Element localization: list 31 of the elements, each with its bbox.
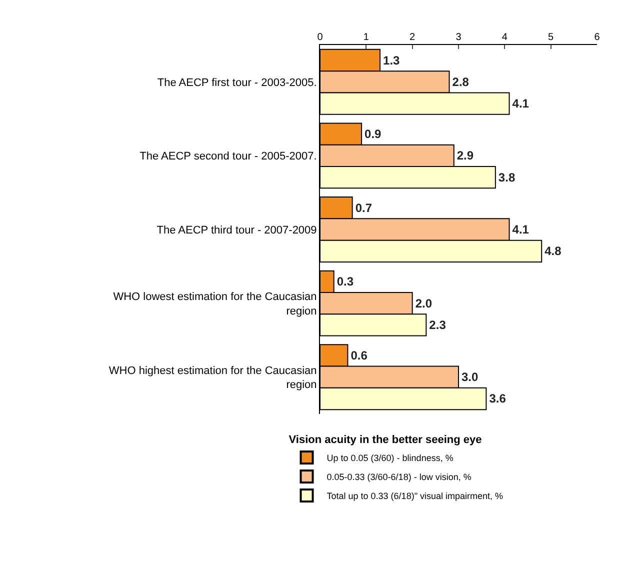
data-label: 3.6 xyxy=(489,392,506,406)
data-label: 3.0 xyxy=(462,370,479,384)
x-tick-label: 6 xyxy=(594,32,600,43)
legend-title: Vision acuity in the better seeing eye xyxy=(288,434,482,446)
x-tick-label: 2 xyxy=(410,32,416,43)
y-tick-label: WHO lowest estimation for the Caucasian region xyxy=(113,291,317,318)
data-label: 2.3 xyxy=(429,318,446,332)
data-label: 4.1 xyxy=(512,222,530,236)
data-label: 0.3 xyxy=(336,274,354,289)
y-tick-label: WHO highest estimation for the Caucasian region xyxy=(108,364,317,392)
y-tick-label: The AECP third tour - 2007-2009 xyxy=(156,224,317,236)
data-label: 4.8 xyxy=(544,244,562,258)
data-label: 2.0 xyxy=(415,296,432,310)
legend-label: Up to 0.05 (3/60) - blindness, % xyxy=(326,453,454,464)
data-label: 0.9 xyxy=(364,127,382,142)
data-label: 4.1 xyxy=(512,96,530,111)
legend-label: 0.05-0.33 (3/60-6/18) - low vision, % xyxy=(326,472,472,482)
legend-label: Total up to 0.33 (6/18)" visual impairment, % xyxy=(326,491,504,502)
x-tick-label: 4 xyxy=(502,32,508,43)
data-label: 0.7 xyxy=(355,200,372,215)
x-tick-label: 5 xyxy=(548,32,554,43)
data-label: 2.9 xyxy=(456,148,474,163)
y-tick-label: The AECP first tour - 2003-2005. xyxy=(157,76,317,89)
x-tick-label: 1 xyxy=(363,32,370,43)
x-tick-label: 3 xyxy=(456,32,462,43)
data-label: 1.3 xyxy=(383,53,400,68)
data-label: 2.8 xyxy=(452,74,470,89)
data-label: 3.8 xyxy=(498,170,516,184)
data-label: 0.6 xyxy=(350,348,368,362)
y-tick-label: The AECP second tour - 2005-2007. xyxy=(140,150,317,163)
x-tick-label: 0 xyxy=(317,32,324,43)
